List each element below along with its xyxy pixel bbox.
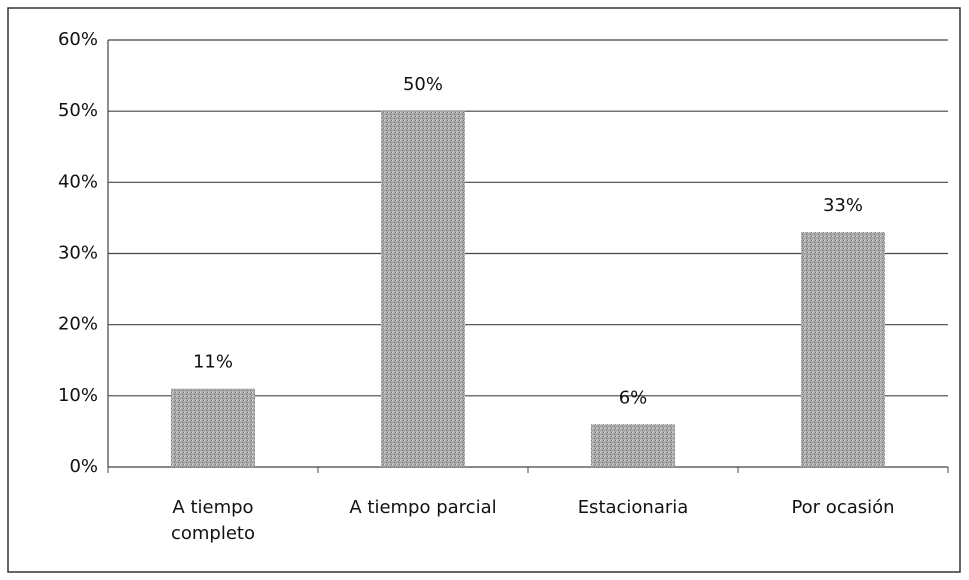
x-tick-label: Por ocasión	[791, 497, 895, 518]
data-label: 33%	[823, 195, 863, 216]
y-tick-label: 20%	[58, 314, 98, 335]
y-tick-label: 40%	[58, 171, 98, 192]
y-tick-label: 50%	[58, 100, 98, 121]
data-label: 50%	[403, 74, 443, 95]
y-tick-label: 0%	[69, 456, 98, 477]
y-tick-label: 60%	[58, 29, 98, 50]
bar-texture	[591, 424, 675, 467]
bar-texture	[381, 111, 465, 468]
y-tick-label: 30%	[58, 243, 98, 264]
y-tick-label: 10%	[58, 385, 98, 406]
x-tick-label: A tiempo completo	[170, 497, 255, 544]
x-tick-label: Estacionaria	[577, 497, 689, 518]
data-label: 11%	[193, 352, 233, 373]
bar-texture	[171, 388, 255, 467]
data-label: 6%	[619, 387, 648, 408]
x-tick-label: A tiempo parcial	[349, 497, 497, 518]
bar-texture	[801, 232, 885, 467]
chart-frame	[7, 7, 961, 573]
